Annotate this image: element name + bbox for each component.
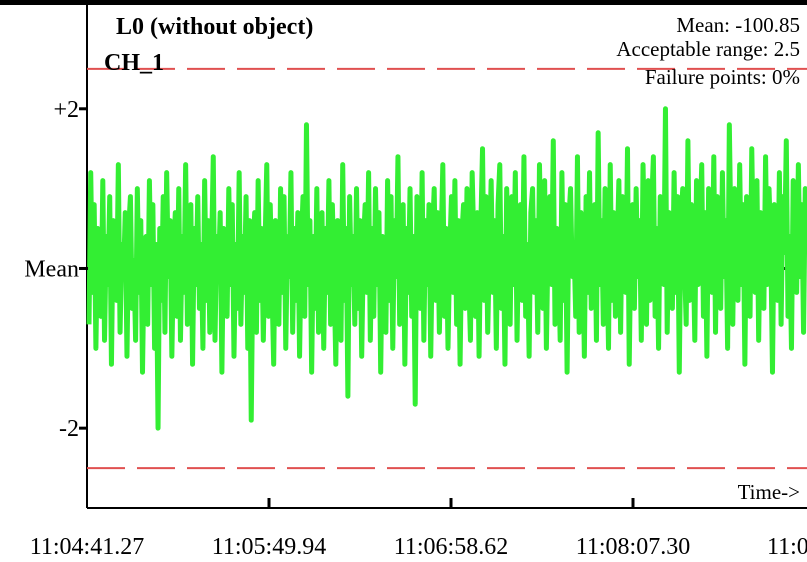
x-tick-label: 11:09 [767, 534, 807, 560]
y-tick-label: -2 [59, 416, 79, 442]
mean-stat: Mean: -100.85 [676, 13, 800, 37]
x-ticks: 11:04:41.27 11:05:49.94 11:06:58.62 11:08:0… [30, 498, 807, 560]
failure-points-stat: Failure points: 0% [645, 65, 800, 89]
y-tick-label: +2 [53, 97, 79, 123]
acceptable-range-stat: Acceptable range: 2.5 [616, 37, 800, 61]
y-ticks: +2 Mean -2 [24, 97, 88, 442]
chart-subtitle: CH_1 [104, 50, 164, 76]
x-tick-label: 11:04:41.27 [30, 534, 144, 560]
series-line-1 [86, 106, 807, 431]
x-axis-label: Time-> [738, 480, 800, 504]
x-tick-label: 11:06:58.62 [394, 534, 508, 560]
x-tick-label: 11:08:07.30 [576, 534, 690, 560]
chart-title: L0 (without object) [116, 14, 313, 40]
top-border [0, 0, 807, 5]
x-tick-label: 11:05:49.94 [212, 534, 326, 560]
series-group [86, 106, 807, 431]
y-tick-label: Mean [24, 256, 79, 282]
